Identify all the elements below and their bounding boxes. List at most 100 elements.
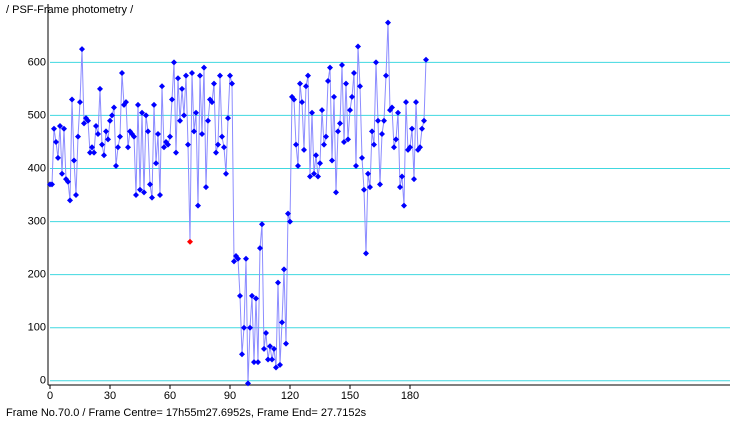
data-point bbox=[391, 144, 397, 151]
data-point bbox=[137, 186, 143, 193]
data-point bbox=[147, 181, 153, 188]
data-point bbox=[73, 192, 79, 199]
data-point bbox=[57, 123, 63, 130]
data-point bbox=[369, 128, 375, 135]
data-point bbox=[173, 149, 179, 156]
data-point bbox=[231, 258, 237, 265]
data-point bbox=[283, 340, 289, 347]
data-point bbox=[349, 93, 355, 100]
data-point bbox=[419, 125, 425, 132]
data-point bbox=[355, 43, 361, 50]
data-point bbox=[403, 99, 409, 106]
data-point bbox=[185, 141, 191, 148]
data-point bbox=[327, 64, 333, 71]
x-tick-label: 60 bbox=[164, 390, 176, 402]
data-point bbox=[197, 72, 203, 79]
data-point bbox=[161, 144, 167, 151]
data-point bbox=[81, 120, 87, 127]
data-point bbox=[411, 176, 417, 183]
data-point bbox=[409, 125, 415, 132]
data-point bbox=[299, 99, 305, 106]
data-point bbox=[95, 131, 101, 138]
data-point bbox=[321, 141, 327, 148]
data-point bbox=[363, 250, 369, 257]
data-point bbox=[77, 99, 83, 106]
data-point bbox=[325, 77, 331, 84]
y-tick-label: 500 bbox=[28, 109, 46, 121]
data-point bbox=[199, 131, 205, 138]
data-point bbox=[153, 160, 159, 167]
data-point bbox=[157, 192, 163, 199]
data-point bbox=[87, 149, 93, 156]
data-point bbox=[265, 356, 271, 363]
data-point bbox=[61, 125, 67, 132]
data-point bbox=[181, 112, 187, 119]
y-tick-label: 400 bbox=[28, 162, 46, 174]
data-point bbox=[267, 343, 273, 350]
data-point bbox=[291, 96, 297, 103]
data-point bbox=[295, 162, 301, 169]
data-point bbox=[89, 144, 95, 151]
data-point bbox=[65, 178, 71, 185]
data-point bbox=[175, 75, 181, 82]
y-tick-label: 300 bbox=[28, 215, 46, 227]
data-point bbox=[183, 72, 189, 79]
y-tick-label: 100 bbox=[28, 322, 46, 334]
status-text: Frame No.70.0 / Frame Centre= 17h55m27.6… bbox=[6, 407, 367, 419]
data-point bbox=[377, 181, 383, 188]
data-point bbox=[259, 221, 265, 228]
data-point bbox=[357, 83, 363, 90]
data-point bbox=[145, 128, 151, 135]
data-point bbox=[407, 144, 413, 151]
data-point bbox=[169, 96, 175, 103]
data-point bbox=[275, 279, 281, 286]
data-point bbox=[143, 112, 149, 119]
data-point bbox=[101, 152, 107, 159]
data-point bbox=[269, 356, 275, 363]
data-point bbox=[365, 170, 371, 177]
data-point bbox=[329, 157, 335, 164]
y-tick-label: 0 bbox=[40, 375, 46, 387]
data-point bbox=[235, 255, 241, 262]
data-point bbox=[401, 202, 407, 209]
data-point bbox=[287, 218, 293, 225]
data-point bbox=[341, 138, 347, 145]
data-point bbox=[423, 56, 429, 63]
data-point bbox=[93, 123, 99, 130]
data-point bbox=[353, 162, 359, 169]
chart-title: / PSF-Frame photometry / bbox=[6, 4, 134, 16]
data-point bbox=[303, 83, 309, 90]
series-line bbox=[50, 22, 427, 384]
data-point bbox=[125, 144, 131, 151]
data-point bbox=[277, 361, 283, 368]
data-point bbox=[397, 184, 403, 191]
data-point bbox=[319, 107, 325, 114]
data-point bbox=[315, 173, 321, 180]
data-point bbox=[227, 72, 233, 79]
data-point bbox=[205, 117, 211, 124]
data-point bbox=[417, 144, 423, 151]
data-point bbox=[335, 128, 341, 135]
data-point bbox=[79, 46, 85, 53]
data-point bbox=[413, 99, 419, 106]
data-point bbox=[389, 104, 395, 111]
data-point bbox=[217, 72, 223, 79]
x-tick-label: 180 bbox=[401, 390, 419, 402]
data-point bbox=[317, 160, 323, 167]
data-point bbox=[97, 85, 103, 92]
data-point bbox=[211, 80, 217, 87]
data-point bbox=[149, 194, 155, 201]
data-point bbox=[141, 189, 147, 196]
data-point bbox=[395, 109, 401, 116]
y-tick-label: 600 bbox=[28, 56, 46, 68]
data-point bbox=[241, 324, 247, 331]
data-point bbox=[51, 125, 57, 132]
data-point bbox=[201, 64, 207, 71]
data-point bbox=[91, 149, 97, 156]
data-point bbox=[253, 295, 259, 302]
data-point bbox=[255, 359, 261, 366]
data-point bbox=[223, 170, 229, 177]
data-point bbox=[195, 202, 201, 209]
data-point bbox=[257, 245, 263, 252]
